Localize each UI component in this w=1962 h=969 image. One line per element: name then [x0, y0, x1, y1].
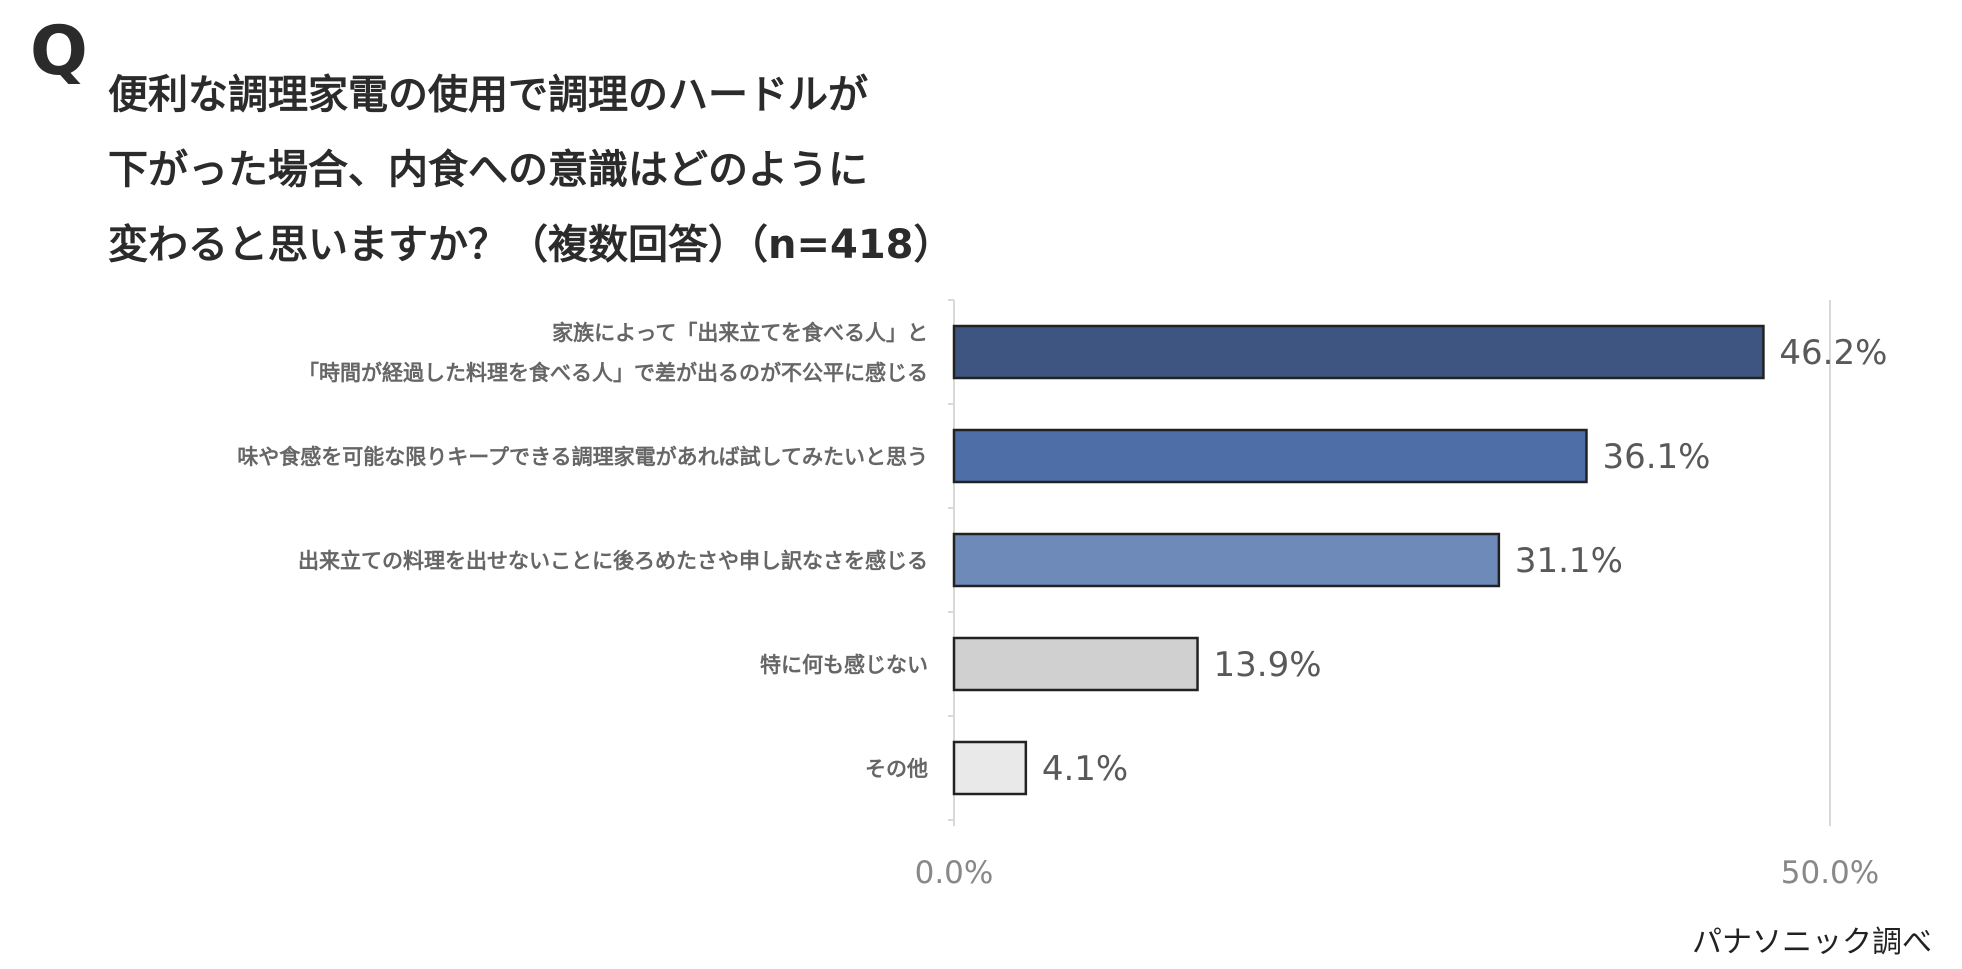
bar-5 [952, 740, 1028, 796]
value-label: 4.1% [1042, 749, 1128, 789]
x-tick-label: 50.0% [1781, 855, 1879, 891]
bar-1 [952, 324, 1765, 380]
category-label: 味や食感を可能な限りキープできる調理家電があれば試してみたいと思う [237, 445, 928, 469]
category-label: 「時間が経過した料理を食べる人」で差が出るのが不公平に感じる [298, 361, 928, 385]
question-marker: Q [30, 12, 88, 91]
value-label: 13.9% [1214, 645, 1322, 685]
value-label: 31.1% [1515, 541, 1623, 581]
value-label: 46.2% [1779, 333, 1887, 373]
bar-2 [952, 428, 1588, 484]
bar-4 [952, 636, 1199, 692]
question-line-3: 変わると思いますか？（複数回答）（n=418） [108, 222, 954, 268]
source-credit: パナソニック調べ [1692, 925, 1932, 960]
bar-3 [952, 532, 1501, 588]
value-label: 36.1% [1602, 437, 1710, 477]
x-tick-label: 0.0% [915, 855, 994, 891]
category-label: 出来立ての料理を出せないことに後ろめたさや申し訳なさを感じる [298, 549, 928, 573]
question-title: 便利な調理家電の使用で調理のハードルが 下がった場合、内食への意識はどのように … [108, 58, 1108, 283]
category-label: 特に何も感じない [760, 653, 928, 677]
question-line-1: 便利な調理家電の使用で調理のハードルが [108, 72, 868, 118]
category-label: その他 [865, 757, 928, 781]
question-line-2: 下がった場合、内食への意識はどのように [108, 147, 868, 193]
category-label: 家族によって「出来立てを食べる人」と [552, 321, 928, 345]
